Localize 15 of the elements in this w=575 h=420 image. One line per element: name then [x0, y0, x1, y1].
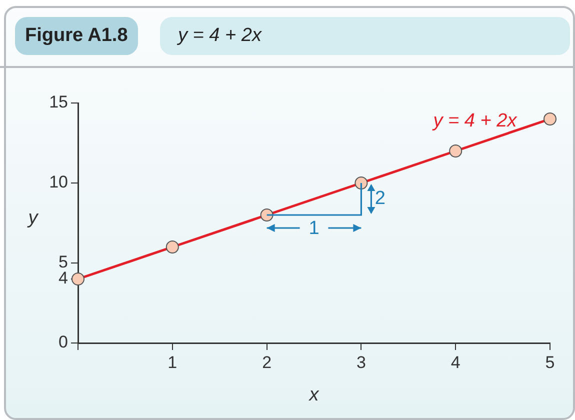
x-tick-label: 1 — [168, 352, 178, 372]
y-tick-label: 10 — [49, 172, 68, 192]
x-tick-label: 3 — [356, 352, 366, 372]
y-tick-label: 0 — [58, 332, 68, 352]
annotation: 2 — [374, 188, 386, 210]
chart-subtitle: y = 4 + 2x — [160, 17, 570, 55]
chart-title: Figure A1.8 — [15, 17, 138, 55]
y-axis-title: y — [26, 207, 40, 228]
x-tick-label: 5 — [545, 352, 555, 372]
x-tick-label: 4 — [450, 352, 460, 372]
x-tick-label: 2 — [262, 352, 272, 372]
series-label: y = 4 + 2x — [431, 110, 518, 132]
annotation: 1 — [308, 218, 320, 240]
x-axis-title: x — [308, 384, 320, 406]
y-tick-label: 15 — [49, 92, 68, 112]
